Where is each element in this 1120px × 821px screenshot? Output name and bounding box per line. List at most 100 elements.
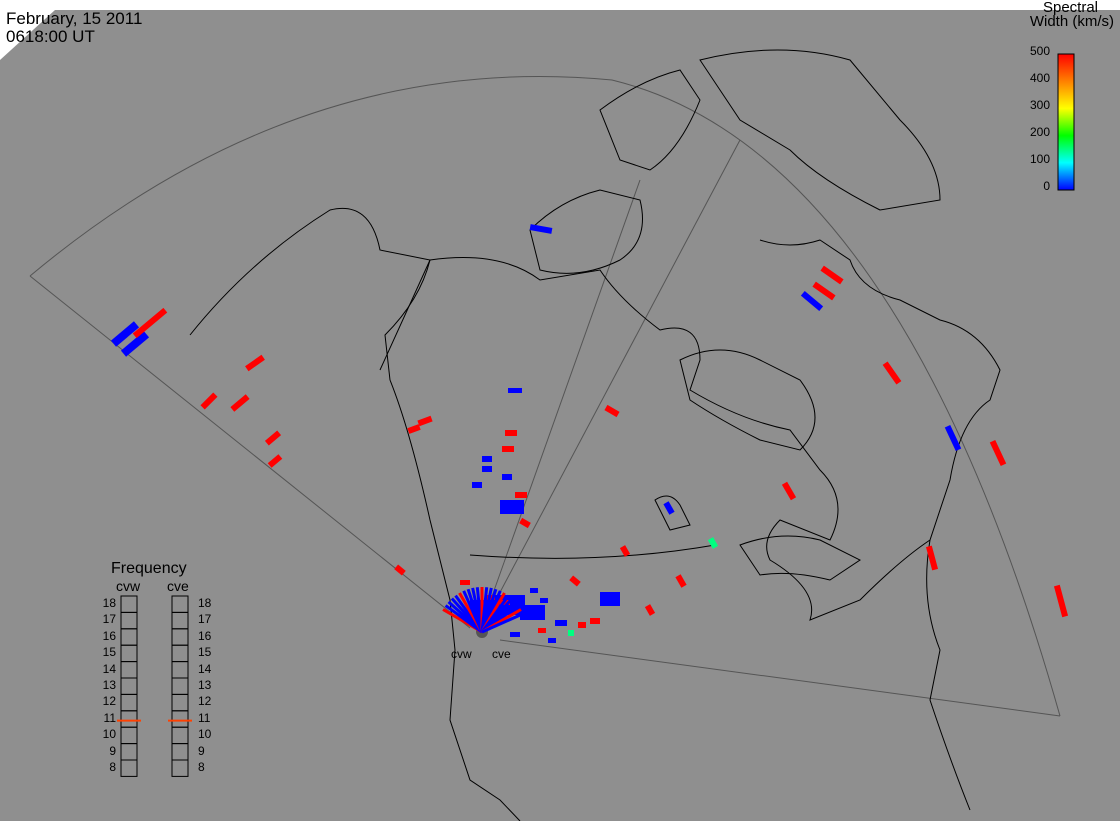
scatter-cell <box>505 430 517 436</box>
fov-outline <box>29 75 1061 717</box>
frequency-tick-right: 10 <box>198 727 212 742</box>
frequency-tick-left: 13 <box>102 678 116 692</box>
scatter-cell <box>663 501 675 515</box>
scatter-cell <box>882 361 902 385</box>
frequency-cell <box>120 611 138 630</box>
frequency-tick-right: 9 <box>198 743 205 758</box>
frequency-cell <box>120 726 138 745</box>
scatter-cell <box>989 439 1007 467</box>
scatter-cell <box>267 454 283 468</box>
frequency-title: Frequency <box>111 560 187 577</box>
frequency-cell <box>171 693 189 712</box>
frequency-right-label: cve <box>167 578 189 594</box>
frequency-tick-left: 11 <box>103 710 116 725</box>
frequency-cell <box>171 677 189 695</box>
scatter-cell <box>538 628 546 633</box>
great-lakes <box>739 535 861 581</box>
colorbar-tick-label: 100 <box>1029 152 1050 166</box>
scatter-cell <box>812 281 836 301</box>
fov-east-edge <box>499 639 1061 717</box>
scatter-cell <box>578 622 586 628</box>
frequency-cell <box>171 644 189 663</box>
scatter-cell <box>132 307 168 339</box>
scatter-cell <box>675 574 687 588</box>
frequency-bars <box>117 595 192 777</box>
frequency-cell <box>171 743 189 761</box>
frequency-tick-right: 12 <box>198 694 212 709</box>
scatter-cell <box>500 500 524 514</box>
scatter-cell <box>548 638 556 643</box>
top-strip <box>0 0 1120 10</box>
frequency-cell <box>171 710 189 728</box>
frequency-tick-right: 13 <box>198 678 212 692</box>
frequency-cell <box>171 628 189 646</box>
frequency-tick-left: 18 <box>102 596 116 610</box>
scatter-cell <box>482 466 492 472</box>
fov-arc <box>29 75 1061 717</box>
scatter-cell <box>540 598 548 603</box>
coast-hudson-labrador <box>429 239 1001 621</box>
frequency-tick-left: 12 <box>102 694 116 709</box>
frequency-tick-left: 15 <box>102 645 116 660</box>
border-line <box>469 544 716 559</box>
scatter-cell <box>707 537 719 549</box>
frequency-cell <box>120 661 138 679</box>
frequency-cell <box>120 710 138 728</box>
frequency-cell <box>171 759 189 777</box>
scatter-cell <box>600 592 620 606</box>
scatter-cell <box>800 290 824 312</box>
coast-arctic-islands <box>529 189 643 274</box>
coast-atlantic <box>926 539 971 811</box>
scatter-cell <box>519 517 531 529</box>
frequency-tick-left: 9 <box>109 743 116 758</box>
colorbar-title-1: Spectral <box>1042 0 1098 16</box>
scatter-cell <box>820 265 844 285</box>
frequency-left-label: cvw <box>116 578 141 594</box>
frequency-cell <box>120 759 138 777</box>
scatter-cell <box>508 388 522 393</box>
header-time: 0618:00 UT <box>6 27 95 46</box>
fov-beam-line <box>479 139 741 631</box>
frequency-tick-right: 16 <box>198 628 212 643</box>
scatter-cell <box>781 481 797 501</box>
scatter-cell <box>619 545 631 557</box>
coast-alaska-pacific <box>189 207 521 821</box>
header-date: February, 15 2011 <box>6 9 143 28</box>
frequency-cell <box>171 661 189 679</box>
scatter-cell <box>417 415 433 427</box>
scatter-cell <box>510 632 520 637</box>
coast-hudson-bay <box>679 349 816 451</box>
colorbar-tick-label: 400 <box>1029 71 1050 85</box>
frequency-cell <box>120 644 138 663</box>
scatter-cell <box>407 424 421 434</box>
frequency-tick-right: 17 <box>198 612 212 627</box>
frequency-tick-right: 14 <box>198 661 212 676</box>
coast-ellesmere <box>599 69 701 171</box>
scatter-cell <box>200 392 218 410</box>
frequency-tick-right: 8 <box>198 760 205 774</box>
frequency-cell <box>171 726 189 745</box>
scatter-cell <box>569 575 581 587</box>
frequency-tick-left: 10 <box>102 727 116 742</box>
fov-west-edge <box>29 275 471 629</box>
frequency-tick-left: 14 <box>102 661 116 676</box>
corner-mask <box>0 10 55 60</box>
frequency-cell <box>171 611 189 630</box>
scatter-cell <box>472 482 482 488</box>
frequency-cell <box>120 595 138 613</box>
frequency-cell <box>120 693 138 712</box>
colorbar-tick-label: 0 <box>1043 179 1050 193</box>
frequency-cell <box>171 595 189 613</box>
frequency-tick-right: 18 <box>198 596 212 610</box>
frequency-cell <box>120 628 138 646</box>
scatter-cell <box>460 580 470 585</box>
scatter-cell <box>604 404 620 418</box>
scatter-cell <box>1053 584 1069 618</box>
scatter-cell <box>520 605 545 620</box>
frequency-cell <box>120 677 138 695</box>
colorbar-tick-label: 200 <box>1029 125 1050 139</box>
scatter-cell <box>264 430 282 446</box>
alaska-border <box>379 259 431 371</box>
scatter-cell <box>245 354 265 372</box>
